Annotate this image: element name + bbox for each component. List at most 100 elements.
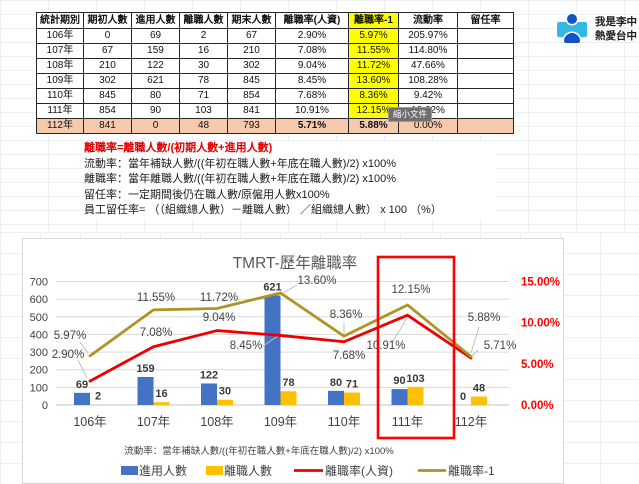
svg-text:7.08%: 7.08% (140, 327, 173, 339)
table-cell[interactable]: 793 (227, 118, 276, 134)
svg-text:離職率(人資): 離職率(人資) (325, 463, 393, 478)
table-cell[interactable]: 48 (179, 118, 228, 134)
table-cell[interactable]: 845 (83, 88, 132, 104)
svg-text:7.68%: 7.68% (333, 350, 366, 362)
column-header[interactable]: 進用人數 (131, 12, 180, 29)
table-cell[interactable]: 111年 (36, 103, 84, 119)
table-row: 110年 845 80 71 854 7.68% 8.36% 9.42% (36, 88, 514, 104)
column-header[interactable]: 留任率 (457, 12, 514, 29)
hr-turnover-line (88, 313, 473, 383)
table-cell[interactable] (457, 103, 514, 119)
svg-text:122: 122 (200, 369, 218, 381)
table-cell[interactable]: 621 (131, 73, 180, 89)
table-cell[interactable]: 16 (179, 43, 228, 59)
table-cell[interactable]: 80 (131, 88, 180, 104)
table-cell[interactable]: 2.90% (275, 28, 349, 44)
table-cell[interactable]: 0 (83, 28, 132, 44)
svg-text:8.45%: 8.45% (230, 340, 263, 352)
svg-text:16: 16 (155, 388, 167, 400)
svg-text:71: 71 (346, 378, 358, 390)
svg-text:0: 0 (460, 391, 466, 403)
table-cell[interactable]: 0 (131, 118, 180, 134)
chart-title: TMRT-歷年離職率 (233, 254, 358, 272)
column-header[interactable]: 離職人數 (179, 12, 228, 29)
table-cell[interactable]: 9.42% (398, 88, 458, 104)
table-cell[interactable] (457, 58, 514, 74)
svg-text:離職人數: 離職人數 (224, 464, 272, 478)
table-cell[interactable] (457, 43, 514, 59)
hr-statistics-table: 統計期別 期初人數 進用人數 離職人數 期末人數 離職率(人資) 離職率-1 流動率 留任率 10… (36, 12, 514, 134)
table-cell[interactable] (457, 28, 514, 44)
column-header[interactable]: 統計期別 (36, 12, 84, 29)
chart-note: 流動率：當年補缺人數/((年初在職人數+年底在職人數)/2) x100% (124, 445, 394, 457)
table-cell[interactable]: 210 (227, 43, 276, 59)
table-cell[interactable]: 854 (227, 88, 276, 104)
table-cell[interactable]: 210 (83, 58, 132, 74)
table-cell[interactable]: 67 (83, 43, 132, 59)
svg-text:500: 500 (30, 312, 48, 324)
table-cell[interactable]: 109年 (36, 73, 84, 89)
formula-note-line: 留任率：一定期間後仍在職人數/原僱用人數x100% (84, 188, 330, 201)
table-cell[interactable]: 11.72% (348, 58, 399, 74)
table-cell[interactable]: 2 (179, 28, 228, 44)
table-cell[interactable]: 110年 (36, 88, 84, 104)
formula-notes: 離職率=離職人數/(初期人數+進用人數) 流動率：當年補缺人數/((年初在職人數+… (84, 141, 496, 219)
table-cell[interactable]: 841 (83, 118, 132, 134)
table-cell[interactable]: 30 (179, 58, 228, 74)
column-header[interactable]: 離職率-1 (348, 12, 399, 29)
table-cell[interactable]: 302 (227, 58, 276, 74)
table-cell[interactable] (457, 73, 514, 89)
table-cell[interactable]: 108年 (36, 58, 84, 74)
turnover-chart[interactable]: 700 600 500 400 300 200 100 0 0.00% 5.00% 10.00% 15… (22, 238, 564, 484)
column-header[interactable]: 離職率(人資) (275, 12, 349, 29)
table-cell[interactable]: 845 (227, 73, 276, 89)
table-cell[interactable]: 11.55% (348, 43, 399, 59)
table-cell[interactable]: 122 (131, 58, 180, 74)
column-header[interactable]: 期初人數 (83, 12, 132, 29)
column-header[interactable]: 期末人數 (227, 12, 276, 29)
table-cell[interactable]: 8.45% (275, 73, 349, 89)
svg-text:200: 200 (30, 365, 48, 377)
table-cell[interactable]: 8.36% (348, 88, 399, 104)
svg-text:0.00%: 0.00% (521, 400, 554, 412)
table-cell[interactable]: 47.66% (398, 58, 458, 74)
table-cell[interactable]: 78 (179, 73, 228, 89)
table-cell[interactable]: 103 (179, 103, 228, 119)
svg-text:48: 48 (473, 383, 485, 395)
table-cell[interactable]: 67 (227, 28, 276, 44)
table-cell[interactable] (457, 88, 514, 104)
table-cell[interactable]: 108.28% (398, 73, 458, 89)
table-cell[interactable]: 5.71% (275, 118, 349, 134)
table-cell[interactable]: 90 (131, 103, 180, 119)
table-cell[interactable]: 13.60% (348, 73, 399, 89)
table-row: 109年 302 621 78 845 8.45% 13.60% 108.28% (36, 73, 514, 89)
table-cell[interactable]: 854 (83, 103, 132, 119)
table-cell[interactable]: 7.08% (275, 43, 349, 59)
svg-text:11.55%: 11.55% (137, 292, 175, 304)
table-cell[interactable]: 5.97% (348, 28, 399, 44)
table-cell[interactable]: 159 (131, 43, 180, 59)
table-cell[interactable] (457, 118, 514, 134)
table-row: 112年 841 0 48 793 5.71% 5.88% 0.00% (36, 118, 514, 134)
table-cell[interactable]: 302 (83, 73, 132, 89)
table-cell[interactable]: 7.68% (275, 88, 349, 104)
table-cell[interactable]: 205.97% (398, 28, 458, 44)
svg-text:78: 78 (282, 377, 294, 389)
table-cell[interactable]: 841 (227, 103, 276, 119)
svg-text:2: 2 (95, 391, 101, 403)
svg-text:300: 300 (30, 347, 48, 359)
table-cell[interactable]: 10.91% (275, 103, 349, 119)
svg-text:100: 100 (30, 382, 48, 394)
table-cell[interactable]: 107年 (36, 43, 84, 59)
table-cell[interactable]: 0.00% (398, 118, 458, 134)
svg-text:112年: 112年 (455, 415, 487, 429)
table-cell[interactable]: 114.80% (398, 43, 458, 59)
table-cell[interactable]: 112年 (36, 118, 84, 134)
svg-text:5.00%: 5.00% (521, 359, 554, 371)
svg-text:30: 30 (219, 386, 231, 398)
table-cell[interactable]: 69 (131, 28, 180, 44)
table-cell[interactable]: 9.04% (275, 58, 349, 74)
table-cell[interactable]: 71 (179, 88, 228, 104)
column-header[interactable]: 流動率 (398, 12, 458, 29)
table-cell[interactable]: 106年 (36, 28, 84, 44)
